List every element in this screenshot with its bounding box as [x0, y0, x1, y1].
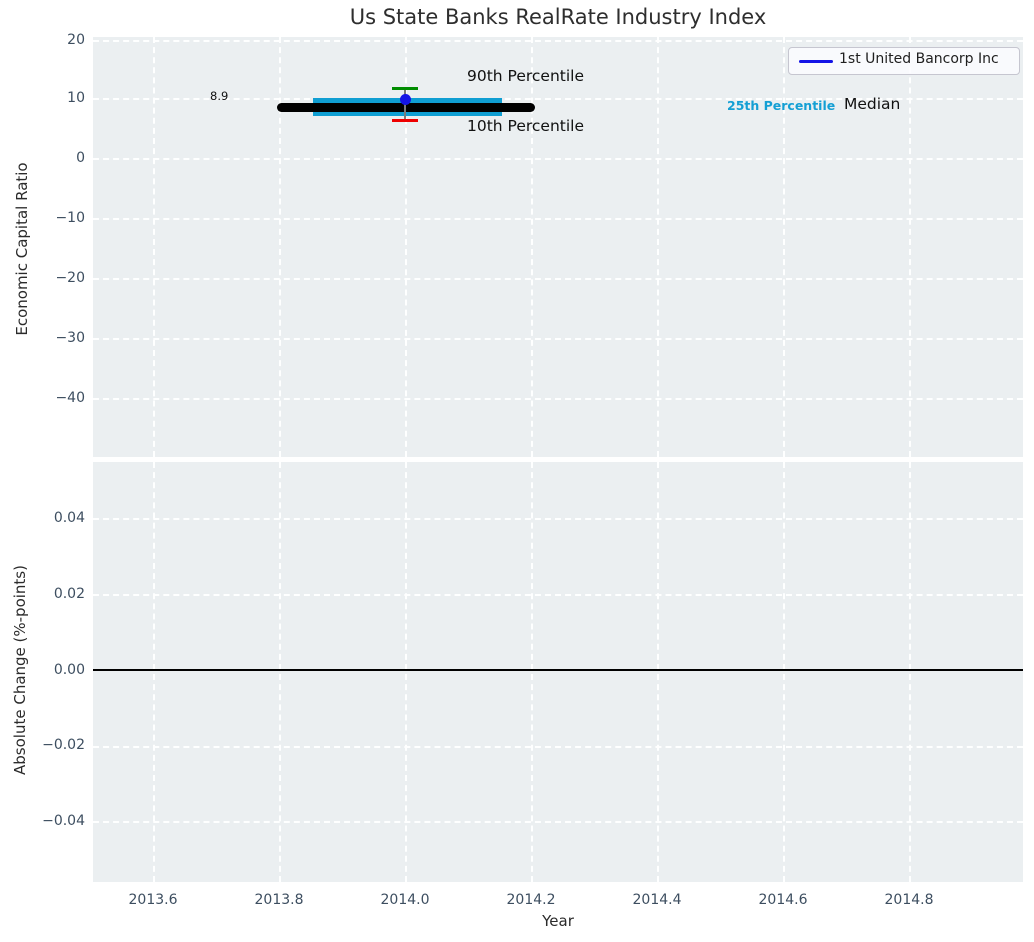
top-y-axis-label: Economic Capital Ratio: [13, 162, 31, 336]
legend-line-swatch: [799, 60, 833, 63]
ytick-label: 10: [67, 90, 85, 106]
company-data-point: [400, 94, 411, 105]
median-value-label: 8.9: [210, 89, 229, 103]
xtick-label: 2013.8: [254, 892, 304, 908]
gridline: [657, 462, 659, 882]
gridline: [93, 338, 1023, 340]
gridline: [909, 462, 911, 882]
gridline: [657, 37, 659, 457]
xtick-label: 2014.6: [758, 892, 808, 908]
p10-annotation: 10th Percentile: [467, 117, 585, 135]
gridline: [405, 462, 407, 882]
xtick-label: 2014.4: [632, 892, 682, 908]
p90-cap: [392, 87, 418, 90]
ytick-label: −20: [55, 270, 85, 286]
xtick-label: 2013.6: [128, 892, 178, 908]
gridline: [279, 37, 281, 457]
ytick-label: 0.00: [53, 662, 85, 678]
gridline: [405, 37, 407, 457]
x-axis-label: Year: [542, 912, 574, 930]
gridline: [93, 518, 1023, 520]
gridline: [93, 821, 1023, 823]
gridline: [531, 37, 533, 457]
ytick-label: −10: [55, 210, 85, 226]
xtick-label: 2014.2: [506, 892, 556, 908]
bottom-plot-area: [93, 462, 1023, 882]
ytick-label: 0: [76, 150, 85, 166]
gridline: [783, 462, 785, 882]
p25-annotation: 25th Percentile: [727, 98, 836, 113]
ytick-label: 0.04: [53, 510, 85, 526]
ytick-label: 20: [67, 32, 85, 48]
gridline: [93, 218, 1023, 220]
median-annotation: Median: [844, 95, 901, 113]
ytick-label: −0.02: [42, 737, 85, 753]
p90-annotation: 90th Percentile: [467, 67, 585, 85]
gridline: [93, 398, 1023, 400]
ytick-label: −0.04: [42, 813, 85, 829]
median-line: [277, 103, 535, 112]
legend: 1st United Bancorp Inc: [788, 47, 1020, 75]
ytick-label: −40: [55, 390, 85, 406]
gridline: [93, 594, 1023, 596]
chart-title: Us State Banks RealRate Industry Index: [349, 5, 767, 29]
gridline: [531, 462, 533, 882]
gridline: [93, 98, 1023, 100]
xtick-label: 2014.0: [380, 892, 430, 908]
xtick-label: 2014.8: [884, 892, 934, 908]
ytick-label: −30: [55, 330, 85, 346]
gridline: [93, 278, 1023, 280]
top-plot-area: [93, 37, 1023, 457]
gridline: [153, 37, 155, 457]
p10-cap: [392, 119, 418, 122]
gridline: [93, 158, 1023, 160]
gridline: [279, 462, 281, 882]
gridline: [909, 37, 911, 457]
ytick-label: 0.02: [53, 586, 85, 602]
gridline: [783, 37, 785, 457]
zero-baseline: [93, 669, 1023, 671]
gridline: [93, 746, 1023, 748]
legend-label: 1st United Bancorp Inc: [839, 51, 999, 67]
bottom-y-axis-label: Absolute Change (%-points): [11, 565, 29, 775]
gridline: [93, 40, 1023, 42]
gridline: [153, 462, 155, 882]
